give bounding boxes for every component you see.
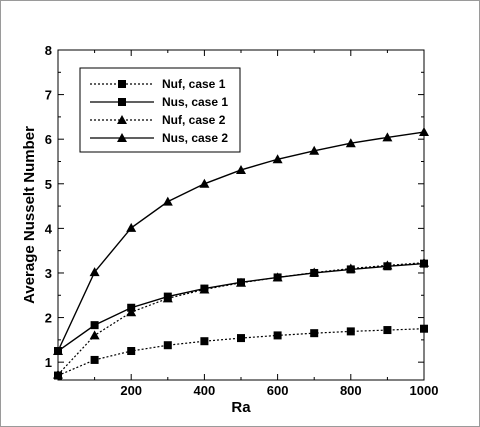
legend-label: Nuf, case 1 [162, 77, 226, 91]
legend-entry: Nus, case 1 [90, 95, 228, 109]
x-tick-label: 800 [340, 383, 362, 398]
legend-entry: Nuf, case 2 [90, 113, 226, 127]
legend-label: Nus, case 2 [162, 131, 228, 145]
data-point [90, 321, 99, 330]
y-tick-label: 7 [45, 88, 52, 103]
data-point [126, 222, 137, 232]
x-axis-title: Ra [231, 399, 251, 416]
legend-marker [118, 80, 126, 88]
data-point [163, 341, 172, 350]
data-point [419, 127, 429, 137]
data-point [162, 196, 173, 206]
x-tick-label: 1000 [410, 383, 439, 398]
y-tick-label: 1 [45, 355, 52, 370]
data-point [127, 347, 136, 356]
legend-marker [118, 98, 126, 106]
data-point [273, 331, 282, 340]
y-tick-label: 2 [45, 311, 52, 326]
legend-entry: Nus, case 2 [90, 131, 228, 145]
y-tick-label: 8 [45, 43, 52, 58]
data-point [200, 337, 209, 346]
data-point [420, 324, 428, 333]
y-tick-label: 4 [45, 221, 53, 236]
data-point [90, 355, 99, 364]
y-axis-title: Average Nusselt Number [21, 126, 38, 304]
data-point [237, 334, 245, 343]
data-point [272, 154, 283, 164]
legend-entry: Nuf, case 1 [90, 77, 226, 91]
legend-label: Nus, case 1 [162, 95, 228, 109]
data-point [310, 329, 319, 338]
data-point [199, 284, 210, 294]
legend-marker [117, 133, 127, 142]
x-tick-label: 400 [194, 383, 216, 398]
series-line [57, 262, 425, 376]
data-point [309, 267, 320, 277]
legend-label: Nuf, case 2 [162, 113, 226, 127]
data-point [53, 346, 63, 356]
data-point [383, 326, 392, 335]
y-tick-label: 5 [45, 177, 52, 192]
x-tick-label: 200 [120, 383, 142, 398]
series-1 [54, 324, 428, 380]
data-point [272, 272, 283, 282]
data-point [53, 369, 63, 379]
legend-marker [117, 115, 127, 124]
data-point [382, 132, 393, 142]
data-point [162, 293, 173, 303]
data-point [199, 178, 210, 188]
data-point [345, 138, 356, 148]
data-point [309, 145, 320, 155]
x-tick-label: 600 [267, 383, 289, 398]
data-point [346, 327, 355, 336]
series-3 [53, 257, 429, 379]
data-point [236, 164, 246, 174]
series-line [57, 131, 425, 352]
data-point [382, 260, 393, 270]
y-tick-label: 6 [45, 132, 52, 147]
data-point [126, 307, 137, 317]
data-point [89, 330, 100, 340]
data-point [345, 263, 356, 273]
y-tick-label: 3 [45, 266, 52, 281]
data-point [419, 257, 429, 267]
series-4 [53, 127, 429, 356]
data-point [236, 277, 246, 287]
data-point [89, 267, 100, 277]
